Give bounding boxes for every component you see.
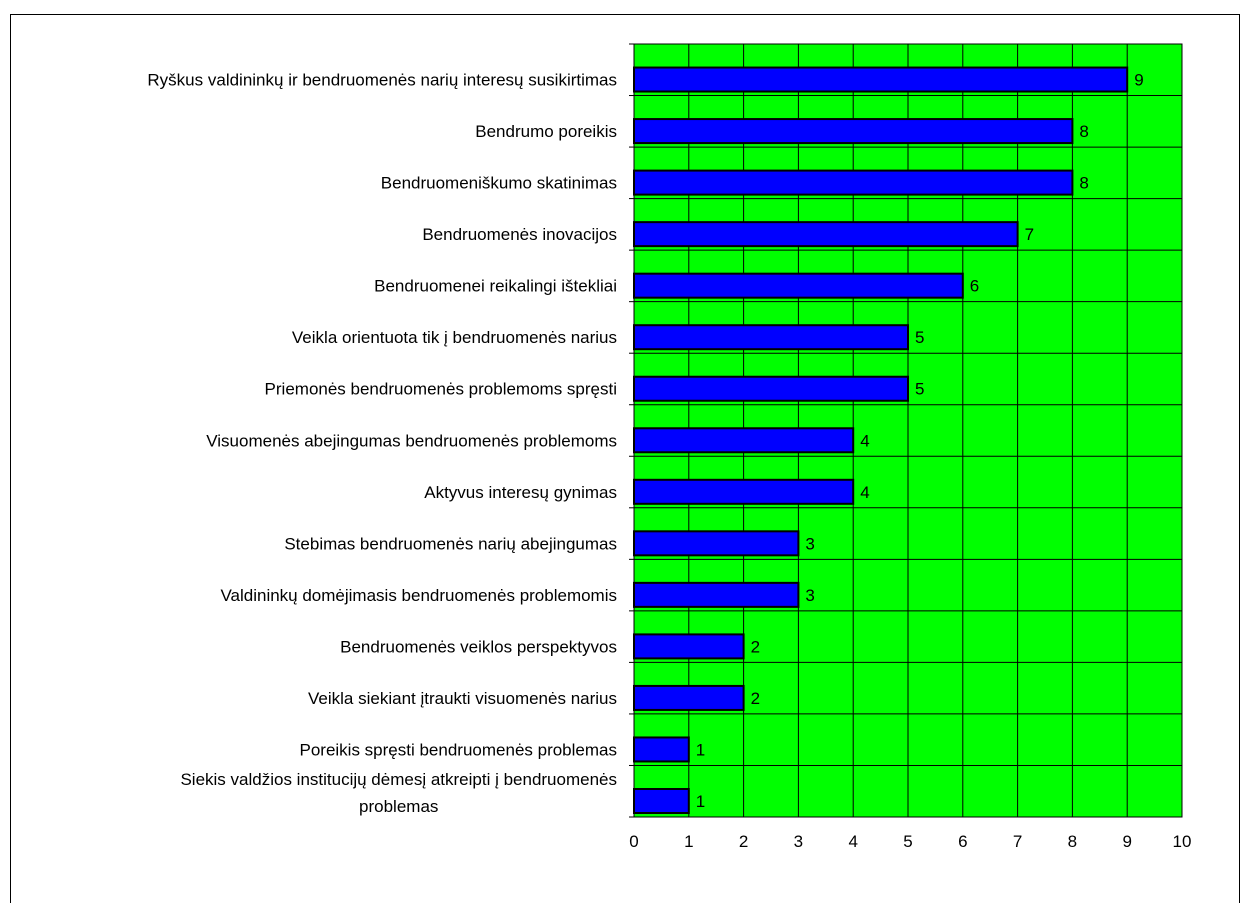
data-label: 1 <box>696 792 705 811</box>
x-tick-label: 7 <box>1013 832 1022 851</box>
data-label: 6 <box>970 277 979 296</box>
data-label: 2 <box>751 689 760 708</box>
bar <box>633 736 690 763</box>
data-label: 8 <box>1079 174 1088 193</box>
x-tick-label: 3 <box>794 832 803 851</box>
category-label: Veikla siekiant įtraukti visuomenės nari… <box>308 689 617 708</box>
data-label: 4 <box>860 483 869 502</box>
category-label: Priemonės bendruomenės problemoms spręst… <box>265 380 617 399</box>
category-label: Siekis valdžios institucijų dėmesį atkre… <box>180 770 617 789</box>
bar <box>633 324 909 351</box>
category-label: Bendrumo poreikis <box>475 122 617 141</box>
bar <box>633 118 1074 145</box>
data-label: 3 <box>805 586 814 605</box>
bar <box>633 375 909 402</box>
category-label: Bendruomeniškumo skatinimas <box>381 174 617 193</box>
data-label: 3 <box>805 534 814 553</box>
bar <box>633 427 855 454</box>
category-label: Valdininkų domėjimasis bendruomenės prob… <box>220 586 617 605</box>
x-tick-label: 1 <box>684 832 693 851</box>
x-tick-label: 0 <box>629 832 638 851</box>
bar <box>633 788 690 814</box>
data-label: 1 <box>696 740 705 759</box>
category-label: Stebimas bendruomenės narių abejingumas <box>284 534 617 553</box>
category-label: Aktyvus interesų gynimas <box>424 483 617 502</box>
category-label: Poreikis spręsti bendruomenės problemas <box>300 740 618 759</box>
bar <box>633 530 800 557</box>
category-label: Visuomenės abejingumas bendruomenės prob… <box>206 431 617 450</box>
x-tick-label: 4 <box>848 832 857 851</box>
data-label: 4 <box>860 431 869 450</box>
bar <box>633 581 800 608</box>
data-label: 8 <box>1079 122 1088 141</box>
category-label: Bendruomenei reikalingi ištekliai <box>374 277 617 296</box>
data-label: 5 <box>915 328 924 347</box>
bar <box>633 684 745 711</box>
bar <box>633 478 855 505</box>
bar <box>633 66 1129 93</box>
data-label: 9 <box>1134 71 1143 90</box>
data-label: 5 <box>915 380 924 399</box>
category-label: problemas <box>359 797 438 816</box>
category-label: Bendruomenės veiklos perspektyvos <box>340 637 617 656</box>
x-tick-label: 8 <box>1068 832 1077 851</box>
x-tick-label: 2 <box>739 832 748 851</box>
bar <box>633 272 964 299</box>
category-label: Bendruomenės inovacijos <box>422 225 617 244</box>
data-label: 2 <box>751 637 760 656</box>
data-label: 7 <box>1025 225 1034 244</box>
x-tick-label: 9 <box>1122 832 1131 851</box>
x-tick-label: 6 <box>958 832 967 851</box>
category-label: Ryškus valdininkų ir bendruomenės narių … <box>147 71 617 90</box>
category-label: Veikla orientuota tik į bendruomenės nar… <box>292 328 617 347</box>
x-tick-label: 5 <box>903 832 912 851</box>
x-tick-label: 10 <box>1173 832 1192 851</box>
bar <box>633 221 1019 248</box>
bar <box>633 633 745 660</box>
bar <box>633 169 1074 196</box>
